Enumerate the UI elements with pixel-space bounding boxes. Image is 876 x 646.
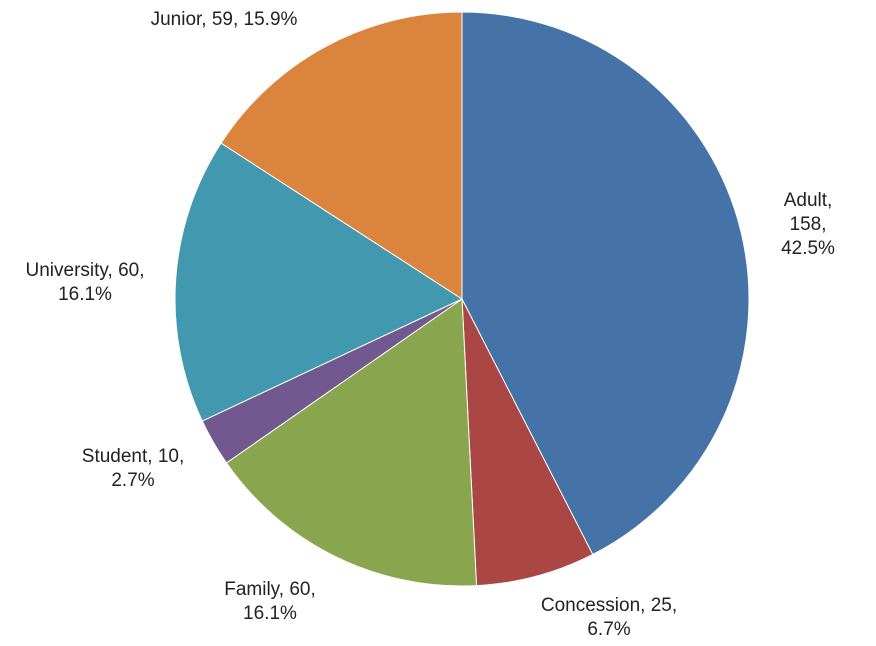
data-label: Concession, 25, 6.7% [540,595,678,640]
data-label: Adult, 158, 42.5% [781,190,835,259]
pie-slice [225,298,478,587]
pie-slice [461,298,594,587]
data-label: University, 60, 16.1% [25,260,145,305]
pie-slice [461,11,750,556]
pie-slice [220,11,463,300]
data-label: Student, 10, 2.7% [81,446,185,491]
data-label: Junior, 59, 15.9% [150,9,298,30]
data-label: Family, 60, 16.1% [224,579,316,624]
pie-slice [174,142,464,422]
